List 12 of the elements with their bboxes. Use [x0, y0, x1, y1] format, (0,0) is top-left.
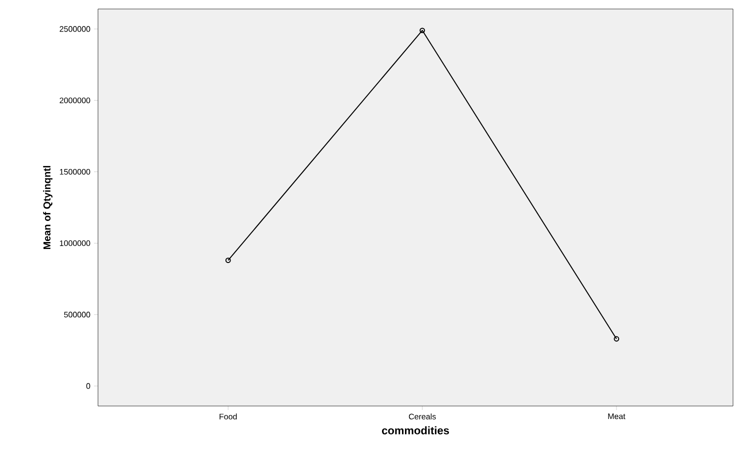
x-tick-label: Food — [220, 414, 237, 420]
y-tick-label: 1000000 — [60, 240, 90, 246]
y-axis-title: Mean of Qtyinqntl — [43, 166, 52, 250]
y-tick-label: 2500000 — [60, 26, 90, 32]
x-axis-title: commodities — [382, 426, 449, 434]
y-tick-label: 1500000 — [60, 168, 90, 175]
point — [420, 28, 425, 34]
x-tick-label: Meat — [608, 414, 626, 420]
y-tick-label: 2000000 — [60, 98, 90, 104]
y-tick-label: 500000 — [64, 312, 90, 318]
x-tick-label: Cereals — [408, 414, 436, 420]
y-tick-label: 0 — [86, 383, 90, 389]
